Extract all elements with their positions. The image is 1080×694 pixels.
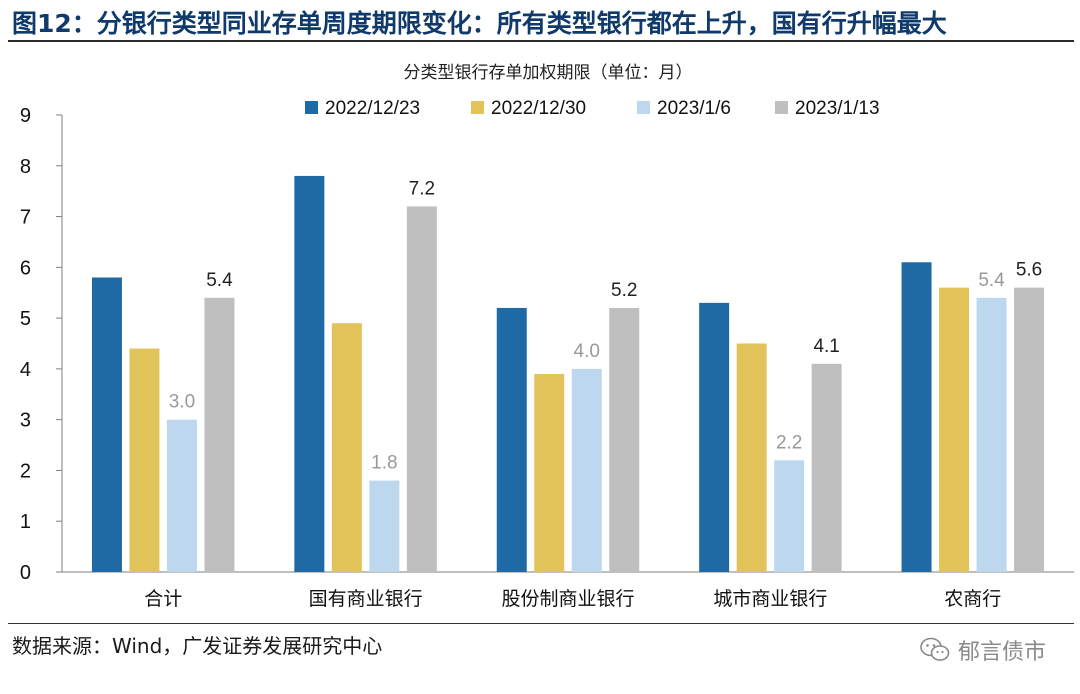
bar-4-2 xyxy=(406,206,437,572)
watermark-text: 郁言债市 xyxy=(957,640,1046,665)
legend-label-3: 2023/1/6 xyxy=(657,98,731,119)
bar-1-3 xyxy=(496,307,527,572)
legend-swatch-1 xyxy=(305,101,318,114)
bar-4-5 xyxy=(1014,287,1045,572)
watermark: 郁言债市 xyxy=(920,634,1046,666)
bar-2-2 xyxy=(331,323,362,572)
data-label: 5.6 xyxy=(1016,260,1042,281)
y-tick-label: 9 xyxy=(20,105,31,127)
data-label: 5.4 xyxy=(978,270,1005,291)
bar-1-4 xyxy=(699,302,730,572)
bar-4-4 xyxy=(811,363,842,572)
y-tick-label: 1 xyxy=(20,511,31,533)
bar-1-5 xyxy=(901,262,932,572)
data-label: 3.0 xyxy=(169,392,195,413)
bar-4-3 xyxy=(609,307,640,572)
legend-swatch-3 xyxy=(637,101,650,114)
data-label: 4.0 xyxy=(574,341,600,362)
bar-3-2 xyxy=(369,480,400,572)
legend-swatch-2 xyxy=(471,101,484,114)
wechat-icon xyxy=(920,637,950,661)
y-tick-label: 7 xyxy=(20,207,31,229)
source-divider xyxy=(8,623,1074,624)
bar-1-2 xyxy=(294,175,325,572)
bar-4-1 xyxy=(204,297,235,572)
x-category-label: 国有商业银行 xyxy=(309,588,423,610)
bar-3-5 xyxy=(976,297,1007,572)
y-tick-label: 5 xyxy=(20,308,31,330)
y-tick-label: 2 xyxy=(20,460,31,482)
y-tick-label: 6 xyxy=(20,257,31,279)
x-category-label: 股份制商业银行 xyxy=(501,588,634,610)
bar-1-1 xyxy=(91,277,122,572)
data-label: 5.2 xyxy=(611,280,637,301)
data-label: 4.1 xyxy=(813,336,839,357)
bar-2-5 xyxy=(939,287,970,572)
x-category-label: 城市商业银行 xyxy=(713,588,827,610)
y-tick-label: 8 xyxy=(20,156,31,178)
data-label: 1.8 xyxy=(371,453,397,474)
bar-2-3 xyxy=(534,373,565,572)
bar-2-4 xyxy=(736,343,767,572)
x-category-label: 合计 xyxy=(144,588,182,610)
figure-title: 图12：分银行类型同业存单周度期限变化：所有类型银行都在上升，国有行升幅最大 xyxy=(12,9,947,38)
title-divider xyxy=(8,40,1074,42)
legend-label-2: 2022/12/30 xyxy=(491,98,586,119)
bar-2-1 xyxy=(129,348,160,572)
y-tick-label: 3 xyxy=(20,410,31,432)
x-category-label: 农商行 xyxy=(944,588,1001,610)
data-label: 5.4 xyxy=(206,270,233,291)
source-note: 数据来源：Wind，广发证券发展研究中心 xyxy=(12,634,383,658)
legend-label-4: 2023/1/13 xyxy=(795,98,880,119)
y-tick-label: 0 xyxy=(20,562,31,584)
legend-swatch-4 xyxy=(775,101,788,114)
bar-3-4 xyxy=(774,460,805,572)
chart-title: 分类型银行存单加权期限（单位：月） xyxy=(404,63,693,83)
data-label: 7.2 xyxy=(409,178,435,199)
bar-chart: 分类型银行存单加权期限（单位：月）2022/12/23 2022/12/30 202… xyxy=(20,63,1074,610)
bar-3-3 xyxy=(571,368,602,572)
bar-3-1 xyxy=(166,419,197,572)
y-tick-label: 4 xyxy=(20,359,31,381)
data-label: 2.2 xyxy=(776,432,802,453)
legend-label-1: 2022/12/23 xyxy=(325,98,420,119)
